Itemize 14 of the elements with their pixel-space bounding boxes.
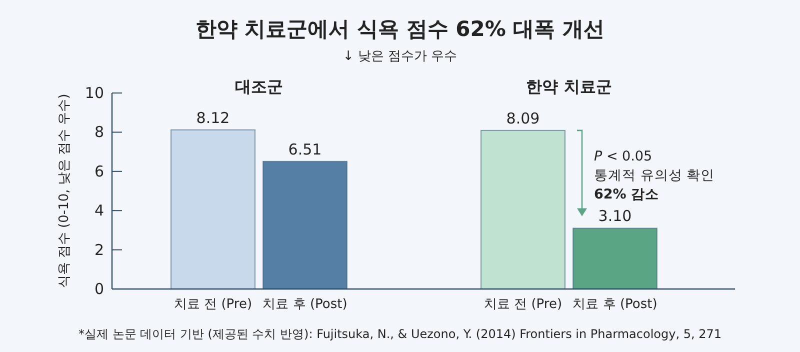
ytick: 6: [94, 162, 104, 180]
ytick: 8: [94, 123, 104, 142]
footnote: *실제 논문 데이터 기반 (제공된 수치 반영): Fujitsuka, N., & Uezono, Y. (2014) Frontiers in Pharmacology, 5, 271: [78, 327, 722, 341]
xtick: 치료 전 (Pre): [174, 297, 252, 312]
title: 한약 치료군에서 식욕 점수 62% 대폭 개선: [195, 17, 605, 41]
ytick: 10: [84, 84, 104, 102]
ytick: 2: [94, 240, 104, 259]
xtick: 치료 후 (Post): [262, 297, 348, 312]
ytick: 0: [94, 280, 104, 298]
subtitle: ↓ 낮은 점수가 우수: [342, 49, 458, 64]
xtick: 치료 전 (Pre): [484, 297, 562, 312]
ylabel: 식욕 점수 (0-10, 낮은 점수 우수): [57, 94, 72, 288]
ytick: 4: [94, 202, 104, 220]
xtick: 치료 후 (Post): [572, 297, 658, 312]
